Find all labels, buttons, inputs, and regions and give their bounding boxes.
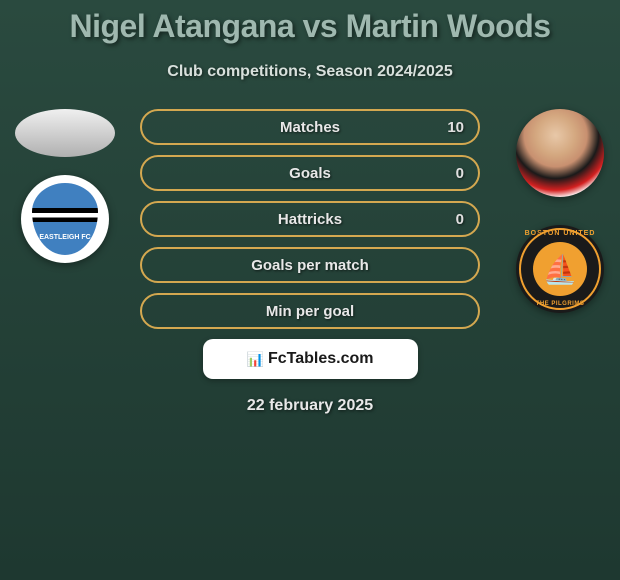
badge-shield-left: EASTLEIGH FC <box>32 183 98 255</box>
stat-row-min-per-goal: Min per goal <box>140 293 480 329</box>
club-badge-left: EASTLEIGH FC <box>21 175 109 263</box>
ship-icon: ⛵ <box>543 253 578 286</box>
footer-date: 22 february 2025 <box>0 397 620 415</box>
stat-label: Matches <box>280 119 340 136</box>
stat-value-right: 0 <box>456 211 464 228</box>
stat-row-hattricks: Hattricks 0 <box>140 201 480 237</box>
badge-inner-right: ⛵ <box>533 242 587 296</box>
stat-value-right: 10 <box>447 119 464 136</box>
player-right-panel: BOSTON UNITED ⛵ THE PILGRIMS <box>510 109 610 313</box>
stat-value-right: 0 <box>456 165 464 182</box>
player-right-photo <box>516 109 604 197</box>
badge-text-left: EASTLEIGH FC <box>32 234 98 241</box>
footer-brand-text: FcTables.com <box>268 350 374 368</box>
subtitle: Club competitions, Season 2024/2025 <box>0 63 620 81</box>
stats-container: Matches 10 Goals 0 Hattricks 0 Goals per… <box>140 109 480 329</box>
stat-row-matches: Matches 10 <box>140 109 480 145</box>
badge-text-right-bottom: THE PILGRIMS <box>536 301 585 307</box>
club-badge-right: BOSTON UNITED ⛵ THE PILGRIMS <box>516 225 604 313</box>
badge-text-right-top: BOSTON UNITED <box>525 230 596 237</box>
stat-row-goals-per-match: Goals per match <box>140 247 480 283</box>
stat-label: Min per goal <box>266 303 354 320</box>
stat-label: Goals <box>289 165 331 182</box>
footer-brand-badge[interactable]: 📊 FcTables.com <box>203 339 418 379</box>
chart-icon: 📊 <box>247 351 264 368</box>
stat-label: Hattricks <box>278 211 342 228</box>
content-area: EASTLEIGH FC BOSTON UNITED ⛵ THE PILGRIM… <box>0 109 620 329</box>
stat-label: Goals per match <box>251 257 369 274</box>
player-left-panel: EASTLEIGH FC <box>10 109 120 263</box>
page-title: Nigel Atangana vs Martin Woods <box>0 0 620 45</box>
player-left-photo <box>15 109 115 157</box>
stat-row-goals: Goals 0 <box>140 155 480 191</box>
